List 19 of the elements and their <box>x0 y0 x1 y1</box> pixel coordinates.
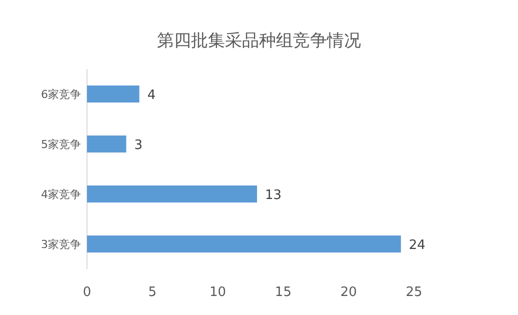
data-label: 3 <box>134 138 143 153</box>
x-tick-label: 20 <box>340 285 357 300</box>
bar <box>87 186 258 202</box>
bar <box>87 136 126 152</box>
y-tick-label: 6家竞争 <box>41 88 81 101</box>
data-label: 4 <box>147 88 156 103</box>
y-tick-label: 3家竞争 <box>41 238 81 251</box>
x-tick-label: 5 <box>148 285 157 300</box>
x-tick-label: 25 <box>406 285 422 300</box>
y-tick-label: 4家竞争 <box>41 188 81 201</box>
data-label: 13 <box>265 188 282 203</box>
bar <box>87 236 401 252</box>
data-label: 24 <box>408 238 426 253</box>
x-tick-label: 0 <box>82 285 92 300</box>
bar <box>87 86 140 102</box>
x-tick-label: 10 <box>210 285 226 300</box>
x-tick-label: 15 <box>274 285 292 300</box>
chart-title: 第四批集采品种组竞争情况 <box>157 31 361 51</box>
y-tick-label: 5家竞争 <box>41 138 81 151</box>
